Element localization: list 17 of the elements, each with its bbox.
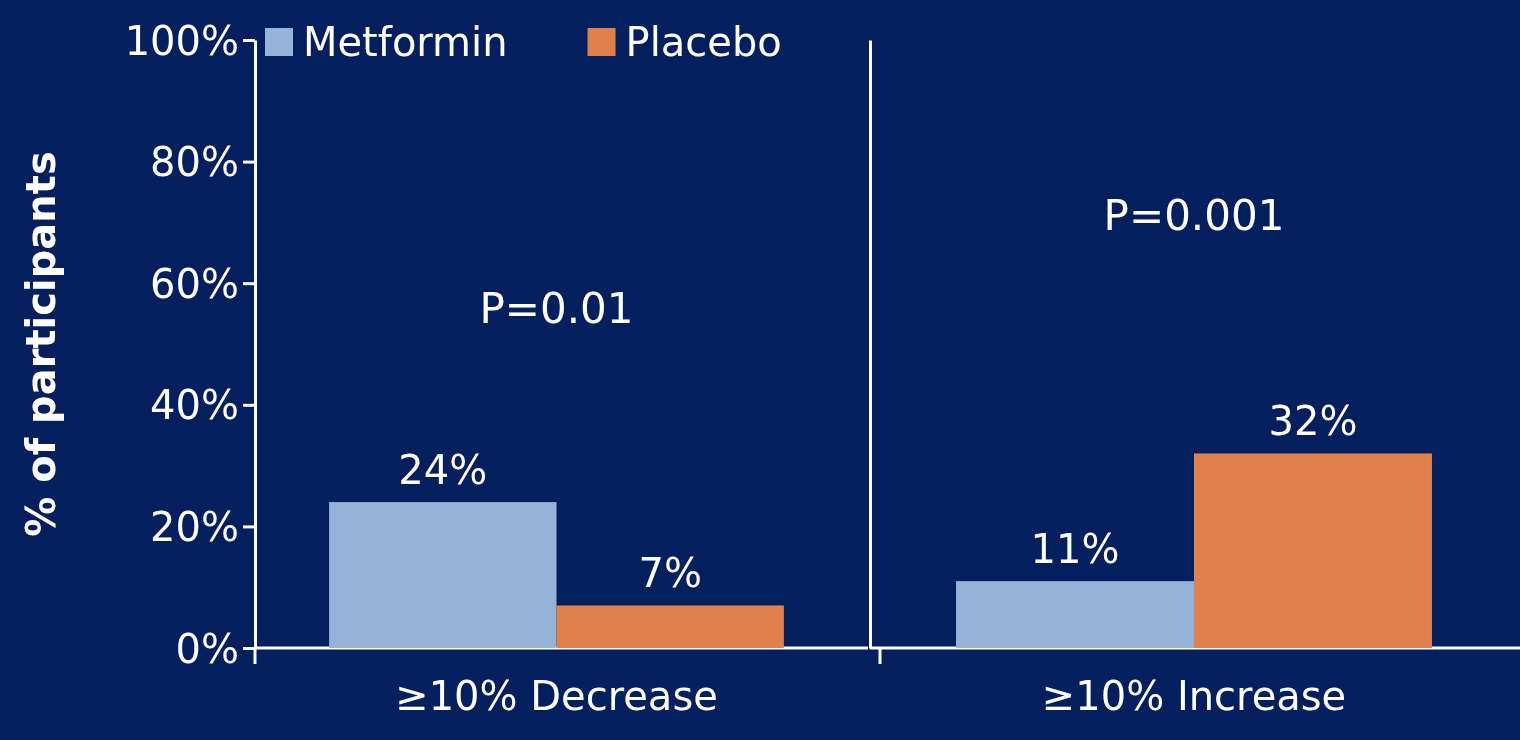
annotation: P=0.01 <box>479 283 634 333</box>
data-label: 32% <box>1268 398 1358 445</box>
y-tick-label: 0% <box>175 625 239 672</box>
y-tick-label: 80% <box>150 139 239 186</box>
y-axis-title: % of participants <box>18 151 64 537</box>
data-label: 24% <box>398 447 488 494</box>
data-label: 7% <box>638 550 702 597</box>
y-tick-label: 40% <box>150 382 239 429</box>
annotation: P=0.001 <box>1103 190 1285 240</box>
y-tick-label: 100% <box>124 17 239 64</box>
x-tick-label: ≥10% Increase <box>1041 673 1347 719</box>
legend-label: Metformin <box>303 19 508 65</box>
x-tick-label: ≥10% Decrease <box>395 673 718 719</box>
data-label: 11% <box>1030 526 1120 573</box>
y-tick-label: 20% <box>150 503 239 550</box>
y-tick-label: 60% <box>150 260 239 307</box>
legend-label: Placebo <box>625 19 782 65</box>
